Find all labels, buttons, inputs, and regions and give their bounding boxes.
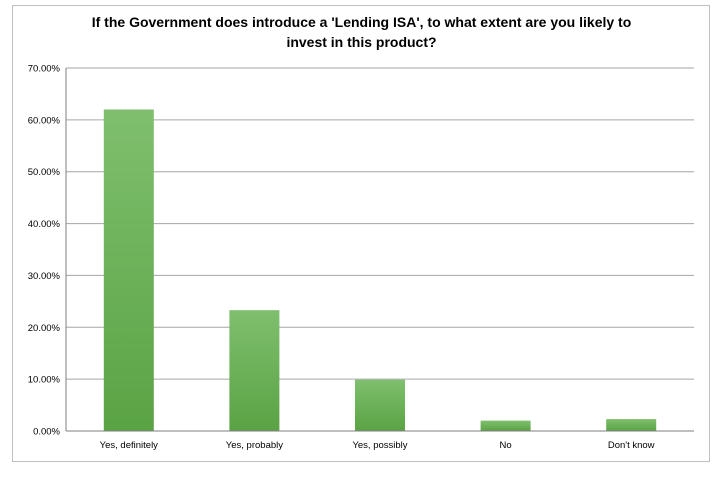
y-tick-label: 20.00% <box>28 323 61 334</box>
bar <box>480 420 531 431</box>
chart-title-container: If the Government does introduce a 'Lend… <box>0 12 723 52</box>
chart-title: If the Government does introduce a 'Lend… <box>91 14 632 50</box>
x-tick-label: Yes, definitely <box>100 440 159 451</box>
y-tick-label: 10.00% <box>28 375 61 386</box>
gridlines <box>66 67 694 380</box>
y-axis-tick-labels: 0.00% 10.00% 20.00% 30.00% 40.00% 50.00% 60.00… <box>28 64 61 438</box>
y-tick-label: 50.00% <box>28 167 61 178</box>
bar <box>355 379 405 431</box>
bar <box>103 109 154 431</box>
y-tick-label: 30.00% <box>28 271 61 282</box>
bar <box>229 310 280 431</box>
x-tick-label: No <box>500 440 512 451</box>
y-tick-label: 70.00% <box>28 64 61 75</box>
y-tick-label: 40.00% <box>28 219 61 230</box>
bar <box>606 419 657 431</box>
y-tick-label: 60.00% <box>28 115 61 126</box>
bars <box>103 109 657 431</box>
x-axis-tick-labels: Yes, definitely Yes, probably Yes, possibl… <box>100 440 655 451</box>
x-tick-label: Yes, probably <box>226 440 283 451</box>
y-tick-label: 0.00% <box>33 427 60 438</box>
x-tick-label: Yes, possibly <box>352 440 407 451</box>
x-tick-label: Don't know <box>608 440 655 451</box>
